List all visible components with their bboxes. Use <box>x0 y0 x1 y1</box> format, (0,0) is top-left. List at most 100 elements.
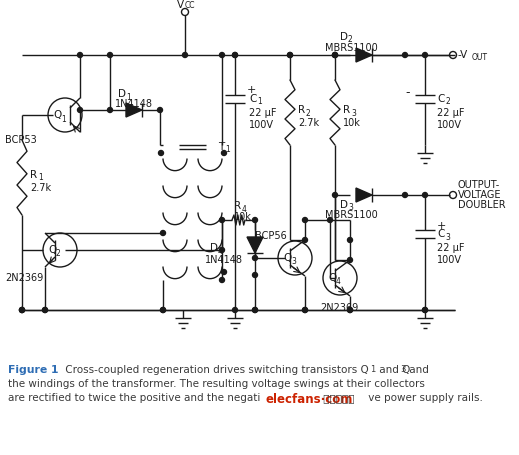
Circle shape <box>253 217 257 222</box>
Circle shape <box>222 151 226 156</box>
Polygon shape <box>356 48 372 62</box>
Text: 100V: 100V <box>249 120 274 130</box>
Text: 3: 3 <box>351 108 356 117</box>
Circle shape <box>303 238 307 243</box>
Text: 3: 3 <box>445 233 450 242</box>
Text: 10k: 10k <box>343 118 361 128</box>
Text: V: V <box>177 0 184 10</box>
Circle shape <box>233 308 238 313</box>
Text: Q: Q <box>48 245 56 255</box>
Text: D: D <box>118 89 126 99</box>
Text: ve power supply rails.: ve power supply rails. <box>365 393 483 403</box>
Circle shape <box>160 308 166 313</box>
Circle shape <box>220 52 225 57</box>
Text: +: + <box>247 85 256 95</box>
Circle shape <box>43 308 48 313</box>
Circle shape <box>77 52 83 57</box>
Polygon shape <box>247 237 263 253</box>
Text: T: T <box>218 142 224 152</box>
Circle shape <box>288 52 293 57</box>
Circle shape <box>422 308 428 313</box>
Text: Q: Q <box>53 110 61 120</box>
Text: OUTPUT-: OUTPUT- <box>458 180 500 190</box>
Text: Q: Q <box>283 253 291 263</box>
Text: BCP56: BCP56 <box>255 231 287 241</box>
Circle shape <box>303 308 307 313</box>
Circle shape <box>253 308 257 313</box>
Circle shape <box>183 52 187 57</box>
Text: and: and <box>406 365 429 375</box>
Circle shape <box>348 308 352 313</box>
Circle shape <box>220 248 225 253</box>
Text: 电子发烧友: 电子发烧友 <box>320 393 354 403</box>
Text: 1: 1 <box>38 173 43 182</box>
Circle shape <box>160 308 166 313</box>
Text: 3: 3 <box>400 365 405 374</box>
Text: Cross-coupled regeneration drives switching transistors Q: Cross-coupled regeneration drives switch… <box>62 365 369 375</box>
Text: 100V: 100V <box>437 255 462 265</box>
Text: 1: 1 <box>370 365 375 374</box>
Circle shape <box>403 192 407 197</box>
Circle shape <box>422 52 428 57</box>
Text: 10k: 10k <box>234 212 252 222</box>
Circle shape <box>233 52 238 57</box>
Circle shape <box>20 308 24 313</box>
Text: C: C <box>249 94 256 104</box>
Text: C: C <box>437 229 444 239</box>
Text: MBRS1100: MBRS1100 <box>325 43 378 53</box>
Circle shape <box>20 308 24 313</box>
Text: 1N4148: 1N4148 <box>115 99 153 109</box>
Text: 1N4148: 1N4148 <box>205 255 243 265</box>
Text: +: + <box>437 221 446 231</box>
Circle shape <box>20 308 24 313</box>
Circle shape <box>107 107 113 112</box>
Text: R: R <box>298 105 305 115</box>
Text: VOLTAGE: VOLTAGE <box>458 190 501 200</box>
Text: 2: 2 <box>306 108 311 117</box>
Text: 2.7k: 2.7k <box>30 183 51 193</box>
Text: D: D <box>340 32 348 42</box>
Circle shape <box>160 231 166 236</box>
Text: 22 μF: 22 μF <box>437 243 465 253</box>
Text: 2N2369: 2N2369 <box>5 273 43 283</box>
Circle shape <box>348 258 352 263</box>
Circle shape <box>253 273 257 278</box>
Text: R: R <box>343 105 350 115</box>
Circle shape <box>403 52 407 57</box>
Text: elecfans·com: elecfans·com <box>265 393 352 406</box>
Text: 2: 2 <box>348 35 353 45</box>
Text: 2: 2 <box>56 249 61 258</box>
Circle shape <box>303 217 307 222</box>
Text: DOUBLER: DOUBLER <box>458 200 506 210</box>
Text: 4: 4 <box>336 278 341 287</box>
Text: MBRS1100: MBRS1100 <box>325 210 378 220</box>
Circle shape <box>333 52 337 57</box>
Circle shape <box>303 308 307 313</box>
Text: R: R <box>234 201 241 211</box>
Circle shape <box>220 217 225 222</box>
Text: 1: 1 <box>126 92 131 101</box>
Text: 100V: 100V <box>437 120 462 130</box>
Text: 3: 3 <box>291 258 296 267</box>
Text: Q: Q <box>328 273 336 283</box>
Circle shape <box>333 52 337 57</box>
Circle shape <box>348 238 352 243</box>
Text: CC: CC <box>185 0 196 10</box>
Circle shape <box>422 192 428 197</box>
Circle shape <box>43 308 48 313</box>
Text: and Q: and Q <box>376 365 411 375</box>
Text: R: R <box>30 170 37 180</box>
Circle shape <box>233 52 238 57</box>
Text: 1: 1 <box>225 146 230 155</box>
Circle shape <box>107 52 113 57</box>
Text: 2N2369: 2N2369 <box>320 303 358 313</box>
Polygon shape <box>356 188 372 202</box>
Circle shape <box>327 217 333 222</box>
Circle shape <box>253 256 257 261</box>
Circle shape <box>253 308 257 313</box>
Circle shape <box>77 107 83 112</box>
Circle shape <box>158 151 163 156</box>
Text: 4: 4 <box>242 204 247 213</box>
Text: 1: 1 <box>257 97 262 106</box>
Text: 22 μF: 22 μF <box>437 108 465 118</box>
